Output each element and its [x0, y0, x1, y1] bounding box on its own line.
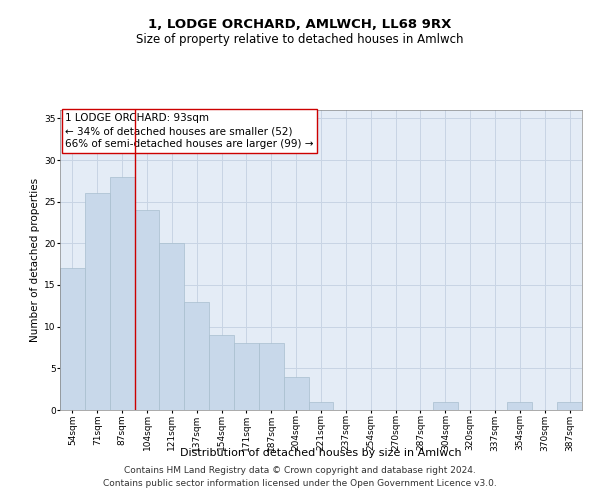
Bar [134, 210, 160, 410]
Y-axis label: Number of detached properties: Number of detached properties [30, 178, 40, 342]
Text: Size of property relative to detached houses in Amlwch: Size of property relative to detached ho… [136, 32, 464, 46]
Bar [433, 402, 458, 410]
Text: Distribution of detached houses by size in Amlwch: Distribution of detached houses by size … [180, 448, 462, 458]
Bar [60, 268, 85, 410]
Bar [308, 402, 334, 410]
Bar [160, 244, 184, 410]
Text: Contains HM Land Registry data © Crown copyright and database right 2024.
Contai: Contains HM Land Registry data © Crown c… [103, 466, 497, 487]
Bar [557, 402, 582, 410]
Bar [85, 194, 110, 410]
Bar [508, 402, 532, 410]
Bar [234, 344, 259, 410]
Text: 1 LODGE ORCHARD: 93sqm
← 34% of detached houses are smaller (52)
66% of semi-det: 1 LODGE ORCHARD: 93sqm ← 34% of detached… [65, 113, 314, 150]
Bar [284, 376, 308, 410]
Bar [110, 176, 134, 410]
Bar [184, 302, 209, 410]
Bar [209, 335, 234, 410]
Text: 1, LODGE ORCHARD, AMLWCH, LL68 9RX: 1, LODGE ORCHARD, AMLWCH, LL68 9RX [148, 18, 452, 30]
Bar [259, 344, 284, 410]
